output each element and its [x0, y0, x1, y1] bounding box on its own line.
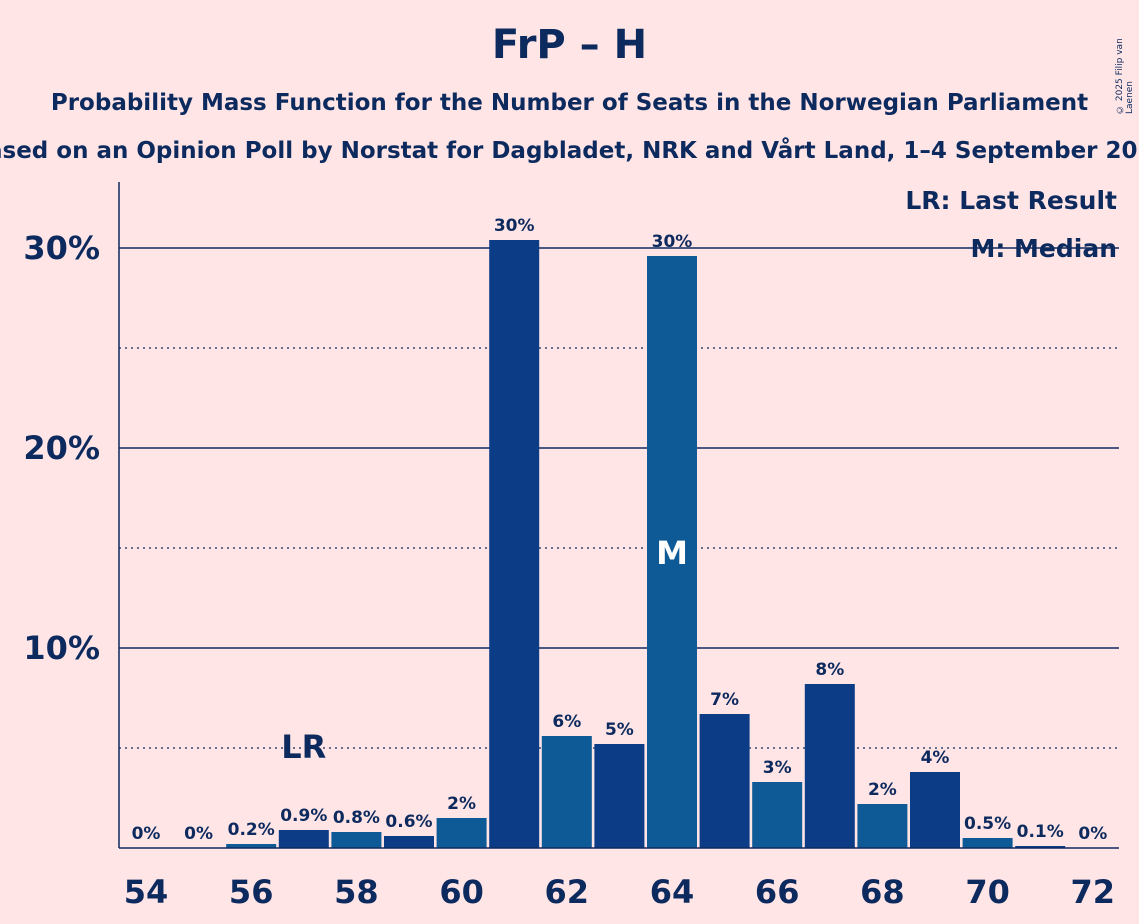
bar-seat-62	[541, 736, 592, 848]
bar-seat-68	[857, 804, 908, 848]
bar-seat-69	[910, 772, 960, 848]
bar-seat-60	[436, 818, 487, 848]
data-label-seat-63: 5%	[605, 720, 634, 740]
data-label-seat-67: 8%	[815, 660, 844, 680]
x-tick-label: 56	[229, 873, 274, 911]
x-tick-label: 70	[965, 873, 1010, 911]
x-tick-label: 72	[1071, 873, 1116, 911]
data-label-seat-59: 0.6%	[385, 812, 432, 832]
data-label-seat-70: 0.5%	[964, 814, 1011, 834]
chart-subtitle-source: Based on an Opinion Poll by Norstat for …	[0, 138, 1139, 164]
bar-seat-57	[278, 830, 329, 848]
x-tick-label: 66	[755, 873, 800, 911]
bar-seat-63	[594, 744, 645, 848]
bar-seat-58	[331, 832, 382, 848]
data-label-seat-64: 30%	[652, 232, 693, 252]
y-tick-label: 10%	[23, 629, 100, 667]
bar-seat-61	[489, 240, 540, 848]
data-label-seat-54: 0%	[132, 824, 161, 844]
data-label-seat-71: 0.1%	[1017, 822, 1064, 842]
data-label-seat-69: 4%	[921, 748, 950, 768]
median-marker: M	[656, 534, 688, 572]
bar-seat-65	[699, 714, 750, 848]
chart-subtitle: Probability Mass Function for the Number…	[50, 90, 1089, 116]
data-label-seat-72: 0%	[1078, 824, 1107, 844]
legend-entry: M: Median	[970, 234, 1117, 263]
y-tick-label: 20%	[23, 429, 100, 467]
bar-seat-71	[1015, 846, 1066, 848]
x-tick-label: 62	[545, 873, 590, 911]
data-label-seat-68: 2%	[868, 780, 897, 800]
x-tick-label: 60	[439, 873, 484, 911]
y-tick-label: 30%	[23, 229, 100, 267]
last-result-marker: LR	[281, 728, 326, 766]
data-label-seat-58: 0.8%	[333, 808, 380, 828]
bar-seat-67	[804, 684, 855, 848]
x-tick-label: 58	[334, 873, 379, 911]
data-label-seat-61: 30%	[494, 216, 535, 236]
x-tick-label: 54	[124, 873, 169, 911]
data-label-seat-62: 6%	[552, 712, 581, 732]
legend-entry: LR: Last Result	[905, 186, 1117, 215]
bar-seat-70	[962, 838, 1013, 848]
data-label-seat-56: 0.2%	[228, 820, 275, 840]
bar-seat-64	[647, 256, 697, 848]
bar-seat-66	[752, 782, 803, 848]
x-tick-label: 68	[860, 873, 905, 911]
data-label-seat-66: 3%	[763, 758, 792, 778]
data-label-seat-55: 0%	[184, 824, 213, 844]
bar-seat-56	[226, 844, 277, 848]
data-label-seat-60: 2%	[447, 794, 476, 814]
x-tick-label: 64	[650, 873, 695, 911]
bar-seat-59	[384, 836, 434, 848]
chart-title: FrP – H	[491, 22, 648, 68]
data-label-seat-57: 0.9%	[280, 806, 327, 826]
data-label-seat-65: 7%	[710, 690, 739, 710]
